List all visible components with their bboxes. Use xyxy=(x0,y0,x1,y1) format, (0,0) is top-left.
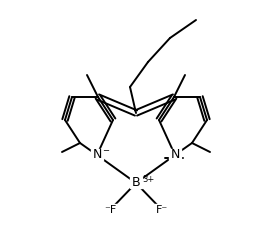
Text: N: N xyxy=(170,148,180,162)
Text: F⁻: F⁻ xyxy=(156,205,168,215)
Text: ⁻F: ⁻F xyxy=(104,205,116,215)
Text: −: − xyxy=(102,147,109,156)
Bar xyxy=(91,149,103,160)
Bar xyxy=(130,177,142,189)
Text: 3+: 3+ xyxy=(142,174,154,183)
Text: N: N xyxy=(92,148,102,162)
Bar xyxy=(169,149,181,160)
Bar xyxy=(154,205,170,216)
Bar xyxy=(102,205,118,216)
Text: B: B xyxy=(132,176,140,190)
